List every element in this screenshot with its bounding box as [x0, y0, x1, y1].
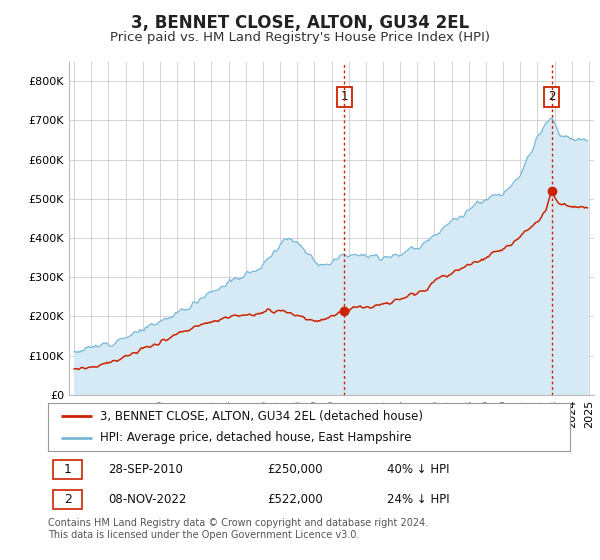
- FancyBboxPatch shape: [53, 460, 82, 479]
- Text: 2: 2: [64, 493, 71, 506]
- Text: 24% ↓ HPI: 24% ↓ HPI: [388, 493, 450, 506]
- Text: 1: 1: [341, 90, 348, 104]
- Text: £250,000: £250,000: [267, 463, 323, 476]
- Text: Contains HM Land Registry data © Crown copyright and database right 2024.
This d: Contains HM Land Registry data © Crown c…: [48, 518, 428, 540]
- Text: £522,000: £522,000: [267, 493, 323, 506]
- Text: 3, BENNET CLOSE, ALTON, GU34 2EL (detached house): 3, BENNET CLOSE, ALTON, GU34 2EL (detach…: [100, 409, 423, 423]
- Text: 1: 1: [64, 463, 71, 476]
- Text: 28-SEP-2010: 28-SEP-2010: [108, 463, 183, 476]
- Text: HPI: Average price, detached house, East Hampshire: HPI: Average price, detached house, East…: [100, 431, 412, 445]
- Text: Price paid vs. HM Land Registry's House Price Index (HPI): Price paid vs. HM Land Registry's House …: [110, 31, 490, 44]
- Text: 08-NOV-2022: 08-NOV-2022: [108, 493, 187, 506]
- Text: 40% ↓ HPI: 40% ↓ HPI: [388, 463, 450, 476]
- Text: 3, BENNET CLOSE, ALTON, GU34 2EL: 3, BENNET CLOSE, ALTON, GU34 2EL: [131, 14, 469, 32]
- Text: 2: 2: [548, 90, 556, 104]
- FancyBboxPatch shape: [53, 490, 82, 509]
